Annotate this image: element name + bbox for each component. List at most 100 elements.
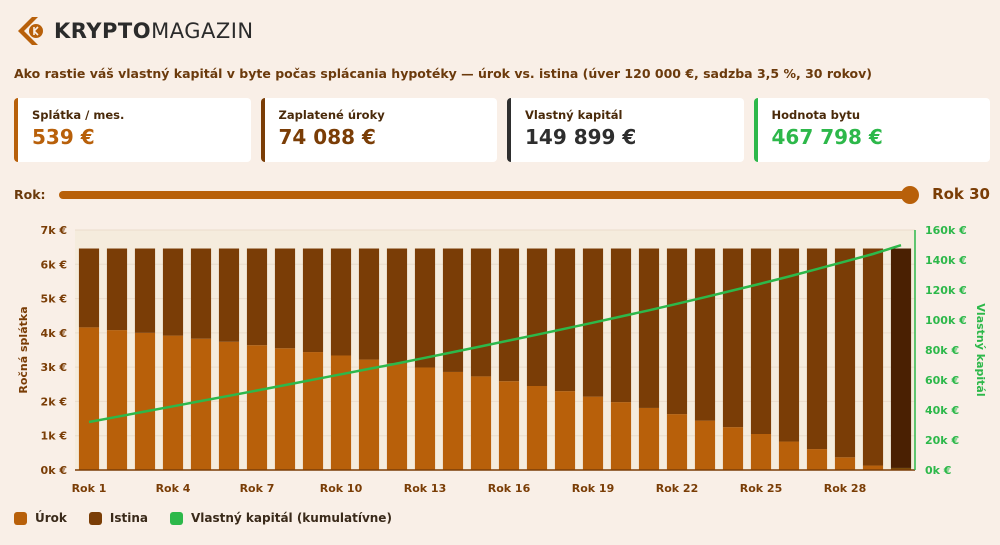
bar-istina	[78, 248, 100, 328]
card-monthly-payment: Splátka / mes. 539 €	[14, 98, 251, 162]
bar-urok	[246, 345, 268, 470]
y-tick-label: 5k €	[41, 293, 67, 306]
bar-istina	[834, 248, 856, 458]
bar-urok	[190, 338, 212, 470]
bar-istina	[442, 248, 464, 372]
bar-istina	[638, 248, 660, 408]
y2-tick-label: 20k €	[925, 434, 959, 447]
x-tick-label: Rok 7	[240, 482, 275, 495]
y2-tick-label: 100k €	[925, 314, 967, 327]
year-slider-handle[interactable]	[901, 186, 919, 204]
bar-urok	[638, 407, 660, 470]
bar-urok	[78, 327, 100, 470]
bar-urok	[358, 359, 380, 470]
bar-urok	[610, 402, 632, 470]
x-tick-label: Rok 22	[656, 482, 698, 495]
brand-bold: KRYPTO	[54, 19, 152, 43]
bar-istina	[302, 248, 324, 353]
bar-istina	[414, 248, 436, 368]
mortgage-chart: 0k € 1k € 2k € 3k € 4k € 5k € 6k € 7k € 0k € 20k …	[17, 224, 987, 495]
bar-istina	[722, 248, 744, 428]
summary-cards: Splátka / mes. 539 € Zaplatené úroky 74 …	[14, 98, 990, 162]
bar-istina	[106, 248, 128, 331]
card-label: Hodnota bytu	[771, 108, 861, 122]
card-property-value: Hodnota bytu 467 798 €	[753, 98, 990, 162]
x-tick-label: Rok 13	[404, 482, 446, 495]
bar-istina	[330, 248, 352, 356]
bar-istina	[862, 248, 884, 466]
y2-axis-title: Vlastný kapitál	[974, 303, 987, 396]
legend-item-istina[interactable]: Istina	[88, 511, 148, 525]
card-paid-interest: Zaplatené úroky 74 088 €	[260, 98, 497, 162]
bar-urok	[694, 420, 716, 470]
brand-light: MAGAZIN	[151, 19, 254, 43]
brand-wordmark: KRYPTOMAGAZIN	[54, 19, 254, 43]
year-slider-label: Rok:	[14, 187, 46, 202]
y2-tick-label: 120k €	[925, 284, 967, 297]
bar-istina	[246, 248, 268, 346]
bar-urok	[862, 465, 884, 470]
card-label: Vlastný kapitál	[525, 108, 623, 122]
bar-urok	[778, 441, 800, 470]
x-tick-label: Rok 28	[824, 482, 866, 495]
y2-tick-label: 40k €	[925, 404, 959, 417]
bar-urok	[554, 391, 576, 470]
bar-istina	[386, 248, 408, 364]
bar-urok	[414, 367, 436, 470]
y-tick-label: 1k €	[41, 430, 67, 443]
chart-legend: Úrok Istina Vlastný kapitál (kumulatívne…	[14, 511, 414, 525]
y-tick-label: 6k €	[41, 258, 67, 271]
bar-istina	[806, 248, 828, 450]
bar-istina	[778, 248, 800, 442]
bar-urok	[134, 332, 156, 470]
y2-tick-label: 160k €	[925, 224, 967, 237]
y2-tick-label: 140k €	[925, 254, 967, 267]
y-tick-label: 4k €	[41, 327, 67, 340]
legend-label: Vlastný kapitál (kumulatívne)	[191, 511, 392, 525]
card-value: 74 088 €	[278, 125, 376, 149]
y-tick-label: 0k €	[41, 464, 67, 477]
bar-urok	[722, 427, 744, 470]
bar-istina	[274, 248, 296, 349]
bar-urok	[890, 467, 912, 470]
bar-urok	[162, 335, 184, 470]
bar-urok	[666, 414, 688, 470]
legend-label: Úrok	[35, 511, 67, 525]
card-label: Splátka / mes.	[32, 108, 125, 122]
bar-istina	[134, 248, 156, 333]
x-tick-label: Rok 10	[320, 482, 363, 495]
bar-urok	[106, 330, 128, 470]
year-slider-value: Rok 30	[932, 185, 990, 203]
y-tick-label: 7k €	[41, 224, 67, 237]
x-tick-label: Rok 4	[156, 482, 191, 495]
bar-istina	[190, 248, 212, 339]
legend-swatch-urok	[14, 511, 27, 525]
bar-istina	[498, 248, 520, 382]
bar-urok	[386, 363, 408, 470]
card-label: Zaplatené úroky	[278, 108, 385, 122]
bar-urok	[330, 355, 352, 470]
brand-logo[interactable]: KRYPTOMAGAZIN	[14, 14, 254, 48]
year-slider-track[interactable]	[59, 191, 917, 199]
x-tick-label: Rok 16	[488, 482, 531, 495]
bar-istina	[694, 248, 716, 421]
bar-urok	[750, 434, 772, 470]
legend-item-equity[interactable]: Vlastný kapitál (kumulatívne)	[170, 511, 392, 525]
card-value: 149 899 €	[525, 125, 637, 149]
equity-line	[88, 244, 902, 424]
legend-item-urok[interactable]: Úrok	[14, 511, 67, 525]
y-tick-label: 3k €	[41, 361, 67, 374]
card-value: 539 €	[32, 125, 95, 149]
page-title: Ako rastie váš vlastný kapitál v byte po…	[14, 66, 872, 81]
bar-urok	[218, 341, 240, 470]
chevron-coin-logo-icon	[18, 17, 43, 45]
bar-istina	[470, 248, 492, 377]
bar-istina	[890, 248, 912, 468]
y2-tick-label: 0k €	[925, 464, 951, 477]
y-tick-label: 2k €	[41, 395, 67, 408]
card-equity: Vlastný kapitál 149 899 €	[507, 98, 744, 162]
bar-istina	[554, 248, 576, 392]
y-axis-title: Ročná splátka	[17, 306, 30, 393]
x-tick-label: Rok 19	[572, 482, 614, 495]
bar-istina	[218, 248, 240, 342]
